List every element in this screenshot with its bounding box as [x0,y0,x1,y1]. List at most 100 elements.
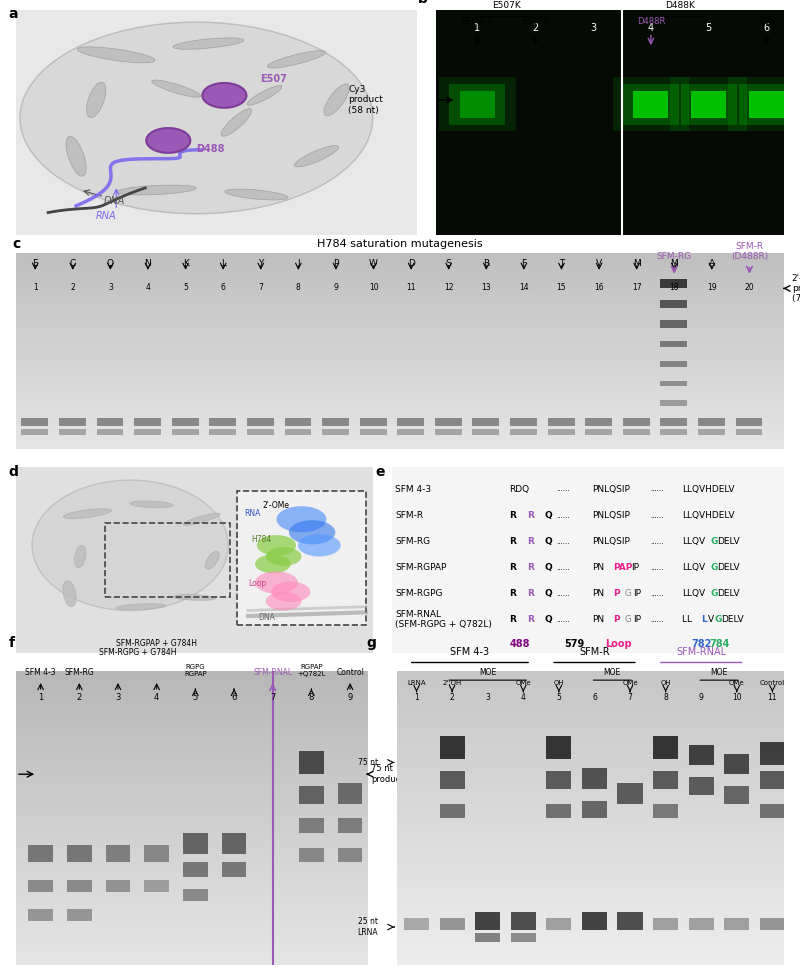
Text: Loop: Loop [248,579,266,588]
Bar [285,430,311,436]
Bar [398,430,424,436]
Bar [738,84,794,125]
Text: 2: 2 [77,693,82,702]
Bar [97,417,123,425]
Text: RNA: RNA [244,509,261,518]
Bar [653,918,678,930]
Text: 5: 5 [183,283,188,292]
Text: d: d [9,465,18,480]
Text: DELV: DELV [717,564,739,572]
Bar [22,417,48,425]
Bar [439,918,465,930]
Text: 6: 6 [592,693,597,702]
Bar [28,910,53,921]
Bar [473,430,499,436]
Text: PAP: PAP [614,564,633,572]
Bar [134,417,161,425]
Ellipse shape [86,82,106,118]
Bar [548,417,574,425]
Bar [97,430,123,436]
Bar [613,77,690,132]
Text: 20: 20 [745,283,754,292]
Text: 17: 17 [632,283,642,292]
Bar [338,847,362,862]
Text: G: G [710,564,718,572]
Circle shape [271,582,310,603]
Circle shape [277,506,326,532]
Bar [439,771,465,789]
Bar [698,417,725,425]
Text: LLQVHDELV: LLQVHDELV [682,485,734,494]
Text: L: L [221,259,226,268]
Text: SFM4-3: SFM4-3 [462,17,493,25]
Ellipse shape [324,84,350,116]
Text: SFM-RNAL: SFM-RNAL [676,646,726,656]
Text: G: G [710,537,718,546]
Text: 5: 5 [706,22,712,33]
Text: 9: 9 [698,693,704,702]
Text: 6: 6 [763,22,770,33]
Bar [689,918,714,930]
Text: K: K [182,259,189,268]
Bar [299,751,324,774]
Text: OMe: OMe [729,680,745,686]
Text: LLQV: LLQV [682,537,705,546]
Bar [548,430,574,436]
Text: P: P [614,615,620,624]
Text: I: I [297,259,300,268]
Text: 7: 7 [270,693,275,702]
Text: E: E [32,259,38,268]
Text: A: A [709,259,715,268]
Bar [634,91,668,118]
Text: DNA: DNA [104,196,126,206]
Text: 3: 3 [108,283,113,292]
Bar [67,910,92,921]
Text: 8: 8 [663,693,668,702]
Bar [172,430,198,436]
Text: ......: ...... [650,538,664,545]
Ellipse shape [221,108,252,136]
Text: D488: D488 [196,143,225,154]
Ellipse shape [130,501,173,508]
Ellipse shape [294,145,338,167]
Text: R: R [510,537,516,546]
Ellipse shape [173,595,216,601]
Text: ......: ...... [556,538,570,545]
Bar [661,380,687,386]
Text: N: N [145,259,151,268]
Text: ......: ...... [556,591,570,597]
Text: 10: 10 [732,693,742,702]
Text: D488K: D488K [665,1,694,10]
Bar [681,84,737,125]
Text: Loop: Loop [606,639,632,649]
Text: Q: Q [107,259,114,268]
Ellipse shape [267,51,326,68]
Text: R: R [510,589,516,599]
Text: 2: 2 [532,22,538,33]
Text: SFM-RGPAP: SFM-RGPAP [395,564,447,572]
Bar [653,771,678,789]
Circle shape [255,555,290,573]
Bar [510,430,537,436]
Text: 2'-OMe: 2'-OMe [262,501,289,510]
Text: 16: 16 [594,283,604,292]
Text: 5: 5 [193,693,198,702]
Text: R: R [527,511,534,520]
Bar [67,844,92,862]
Ellipse shape [206,551,219,569]
Text: LLQV: LLQV [682,564,705,572]
Text: ......: ...... [650,487,664,492]
Text: 25 nt
LRNA: 25 nt LRNA [358,917,378,937]
Text: MOE: MOE [710,668,728,678]
Text: LL: LL [682,615,695,624]
Text: PN: PN [592,615,604,624]
Circle shape [289,521,335,544]
Bar [698,430,725,436]
Text: S: S [446,259,451,268]
Text: RDQ: RDQ [510,485,530,494]
Bar [670,77,747,132]
Bar [439,77,516,132]
Ellipse shape [63,581,76,606]
Bar [661,341,687,347]
Text: G: G [714,615,722,624]
